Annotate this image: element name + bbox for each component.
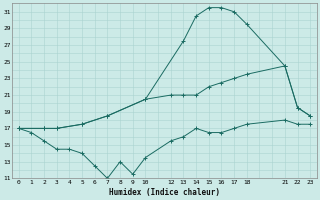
X-axis label: Humidex (Indice chaleur): Humidex (Indice chaleur) (109, 188, 220, 197)
